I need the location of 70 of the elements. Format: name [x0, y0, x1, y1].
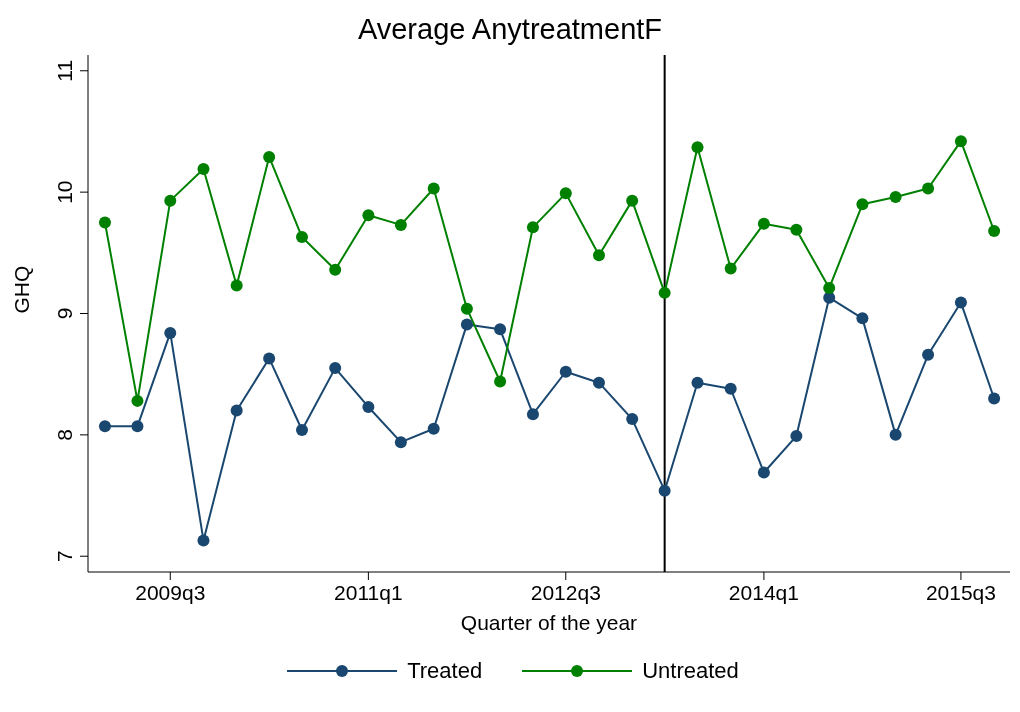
point: [131, 394, 144, 407]
point: [526, 221, 539, 234]
point: [362, 209, 375, 222]
point: [526, 408, 539, 421]
chart-title: Average AnytreatmentF: [356, 12, 664, 47]
point: [329, 362, 342, 375]
point: [394, 218, 407, 231]
point: [494, 323, 507, 336]
point: [954, 135, 967, 148]
point: [592, 249, 605, 262]
point: [856, 312, 869, 325]
point: [724, 382, 737, 395]
point: [922, 182, 935, 195]
legend-label: Untreated: [642, 658, 739, 684]
point: [823, 282, 836, 295]
point: [559, 365, 572, 378]
point: [757, 466, 770, 479]
x-tick-label: 2011q1: [334, 581, 403, 604]
point: [494, 375, 507, 388]
point: [98, 420, 111, 433]
x-tick-label: 2009q3: [135, 581, 206, 604]
point: [790, 223, 803, 236]
point: [757, 217, 770, 230]
point: [460, 302, 473, 315]
point: [626, 413, 639, 426]
x-tick-label: 2014q1: [728, 581, 799, 604]
point: [295, 424, 308, 437]
point: [263, 352, 276, 365]
y-tick-label: 9: [53, 307, 76, 320]
point: [230, 279, 243, 292]
point: [394, 436, 407, 449]
y-axis-title: GHQ: [10, 265, 34, 314]
point: [592, 376, 605, 389]
point: [460, 318, 473, 331]
point: [164, 194, 177, 207]
point: [889, 428, 902, 441]
point: [164, 326, 177, 339]
point: [197, 163, 210, 176]
point: [427, 422, 440, 435]
x-tick-label: 2015q3: [925, 581, 996, 604]
y-tick-label: 7: [53, 550, 76, 563]
point: [954, 296, 967, 309]
point: [856, 198, 869, 211]
point: [658, 286, 671, 299]
point: [230, 404, 243, 417]
point: [724, 262, 737, 275]
point: [889, 190, 902, 203]
point: [790, 430, 803, 443]
legend-label: Treated: [407, 658, 483, 684]
point: [691, 141, 704, 154]
point: [362, 400, 375, 413]
point: [988, 224, 1001, 237]
y-tick-label: 11: [53, 59, 76, 82]
x-tick-label: 2012q3: [530, 581, 601, 604]
y-tick-label: 10: [53, 180, 76, 204]
y-tick-label: 8: [53, 429, 76, 441]
point: [98, 216, 111, 229]
point: [988, 392, 1001, 405]
point: [691, 376, 704, 389]
point: [131, 420, 144, 433]
point: [626, 194, 639, 207]
point: [263, 150, 276, 163]
point: [658, 484, 671, 497]
point: [295, 231, 308, 244]
point: [427, 182, 440, 195]
point: [197, 534, 210, 547]
x-axis-title: Quarter of the year: [460, 611, 638, 634]
point: [329, 263, 342, 276]
point: [922, 348, 935, 361]
point: [559, 187, 572, 200]
